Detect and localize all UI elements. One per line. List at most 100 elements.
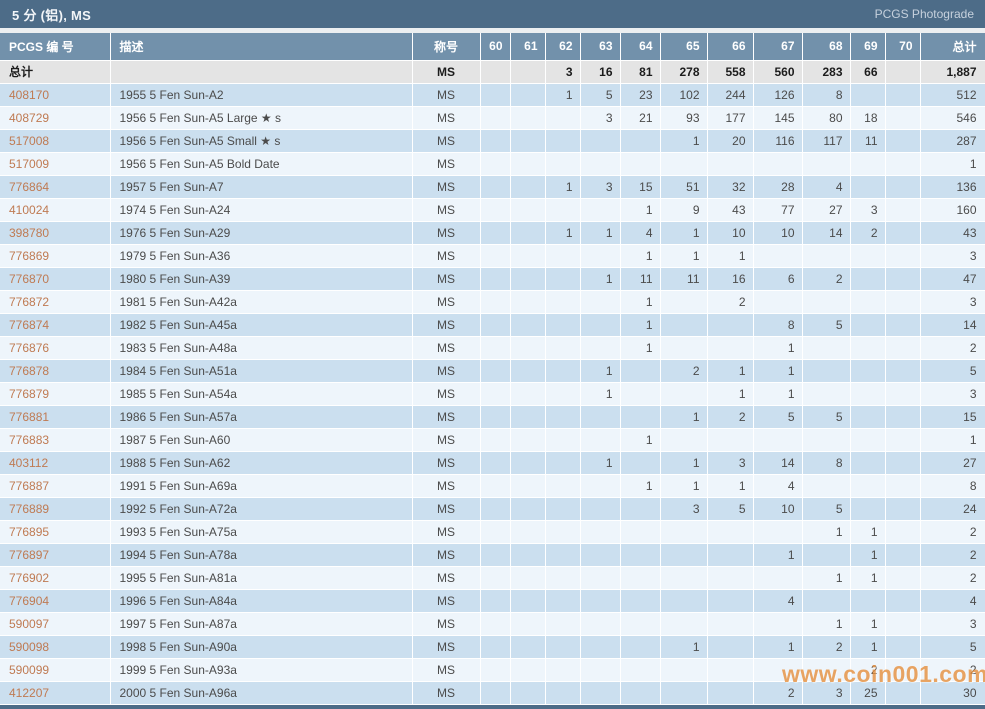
table-row: 776864 1957 5 Fen Sun-A7 MS 1 3 15 51 32 28 4 136 <box>0 175 985 199</box>
grade-count-68 <box>802 658 851 682</box>
pcgs-id-link[interactable]: 776872 <box>0 290 111 314</box>
grade-count-69 <box>850 83 886 107</box>
grade-count-66: 5 <box>707 497 754 521</box>
pcgs-id-link[interactable]: 398780 <box>0 221 111 245</box>
pcgs-id-link[interactable]: 776870 <box>0 267 111 291</box>
grade-count-61 <box>510 589 546 613</box>
grade-count-68: 2 <box>802 267 851 291</box>
grade-count-60 <box>480 221 511 245</box>
grade-count-60 <box>480 359 511 383</box>
grade-count-64: 1 <box>620 428 661 452</box>
grade-count-69: 2 <box>850 658 886 682</box>
pcgs-id-link[interactable]: 517008 <box>0 129 111 153</box>
coin-description: 1956 5 Fen Sun-A5 Small ★ s <box>110 129 413 153</box>
pcgs-id-link[interactable]: 776904 <box>0 589 111 613</box>
row-total: 47 <box>920 267 985 291</box>
grade-count-60 <box>480 658 511 682</box>
grade-count-60 <box>480 198 511 222</box>
grade-count-63 <box>580 290 621 314</box>
grade-count-61 <box>510 451 546 475</box>
pcgs-id-link[interactable]: 776879 <box>0 382 111 406</box>
grade-count-69: 1 <box>850 612 886 636</box>
grade-count-64: 21 <box>620 106 661 130</box>
grade-count-62 <box>545 520 581 544</box>
grade-count-63 <box>580 336 621 360</box>
pcgs-id-link[interactable]: 408170 <box>0 83 111 107</box>
totals-grade-64: 81 <box>620 60 661 84</box>
grade-count-69 <box>850 451 886 475</box>
pcgs-id-link[interactable]: 776889 <box>0 497 111 521</box>
grade-count-66: 2 <box>707 290 754 314</box>
pcgs-id-link[interactable]: 776874 <box>0 313 111 337</box>
grade-count-60 <box>480 612 511 636</box>
pcgs-id-link[interactable]: 590099 <box>0 658 111 682</box>
pcgs-id-link[interactable]: 776902 <box>0 566 111 590</box>
grade-count-65 <box>660 566 708 590</box>
grade-count-69 <box>850 336 886 360</box>
coin-description: 1994 5 Fen Sun-A78a <box>110 543 413 567</box>
table-row: 517008 1956 5 Fen Sun-A5 Small ★ s MS 1 20 11… <box>0 129 985 153</box>
pcgs-id-link[interactable]: 776897 <box>0 543 111 567</box>
grade-count-63 <box>580 635 621 659</box>
grade-count-66: 20 <box>707 129 754 153</box>
pcgs-id-link[interactable]: 776887 <box>0 474 111 498</box>
grade-count-60 <box>480 83 511 107</box>
grade-count-66 <box>707 543 754 567</box>
grade-count-64 <box>620 497 661 521</box>
designation: MS <box>412 635 481 659</box>
grade-count-61 <box>510 474 546 498</box>
grade-count-63: 5 <box>580 83 621 107</box>
grade-count-63: 3 <box>580 175 621 199</box>
column-header-66: 66 <box>707 33 754 61</box>
pcgs-id-link[interactable]: 590097 <box>0 612 111 636</box>
totals-grade-66: 558 <box>707 60 754 84</box>
pcgs-id-link[interactable]: 776883 <box>0 428 111 452</box>
grade-count-70 <box>885 405 921 429</box>
grade-count-69: 11 <box>850 129 886 153</box>
photograde-link[interactable]: PCGS Photograde <box>874 7 974 21</box>
grade-count-70 <box>885 428 921 452</box>
coin-description: 1996 5 Fen Sun-A84a <box>110 589 413 613</box>
pcgs-id-link[interactable]: 590098 <box>0 635 111 659</box>
pcgs-id-link[interactable]: 403112 <box>0 451 111 475</box>
table-row: 590098 1998 5 Fen Sun-A90a MS 1 1 2 1 5 <box>0 635 985 659</box>
grade-count-62 <box>545 681 581 705</box>
pcgs-id-link[interactable]: 776878 <box>0 359 111 383</box>
grade-count-63 <box>580 612 621 636</box>
pcgs-id-link[interactable]: 776869 <box>0 244 111 268</box>
pcgs-id-link[interactable]: 412207 <box>0 681 111 705</box>
grade-count-68: 8 <box>802 451 851 475</box>
table-row: 776876 1983 5 Fen Sun-A48a MS 1 1 2 <box>0 336 985 360</box>
grade-count-67: 14 <box>753 451 803 475</box>
coin-description: 1956 5 Fen Sun-A5 Large ★ s <box>110 106 413 130</box>
table-row: 776878 1984 5 Fen Sun-A51a MS 1 2 1 1 5 <box>0 359 985 383</box>
grade-count-68: 4 <box>802 175 851 199</box>
designation: MS <box>412 313 481 337</box>
grade-count-61 <box>510 198 546 222</box>
grade-count-60 <box>480 175 511 199</box>
grade-count-60 <box>480 681 511 705</box>
row-total: 5 <box>920 359 985 383</box>
grade-count-64: 1 <box>620 198 661 222</box>
row-total: 3 <box>920 290 985 314</box>
grade-count-66 <box>707 428 754 452</box>
grade-count-68: 27 <box>802 198 851 222</box>
pcgs-id-link[interactable]: 776864 <box>0 175 111 199</box>
pcgs-id-link[interactable]: 410024 <box>0 198 111 222</box>
totals-grade-67: 560 <box>753 60 803 84</box>
grade-count-66: 244 <box>707 83 754 107</box>
pcgs-id-link[interactable]: 776895 <box>0 520 111 544</box>
pcgs-id-link[interactable]: 776876 <box>0 336 111 360</box>
column-header-70: 70 <box>885 33 921 61</box>
grade-count-65 <box>660 336 708 360</box>
grade-count-66: 1 <box>707 382 754 406</box>
pcgs-id-link[interactable]: 408729 <box>0 106 111 130</box>
column-header-desc: 描述 <box>110 33 413 61</box>
pcgs-id-link[interactable]: 517009 <box>0 152 111 176</box>
pcgs-id-link[interactable]: 776881 <box>0 405 111 429</box>
grade-count-60 <box>480 474 511 498</box>
row-total: 2 <box>920 543 985 567</box>
totals-row: 总计 MS 3 16 81 278 558 560 283 66 1,887 <box>0 60 985 84</box>
grade-count-65: 9 <box>660 198 708 222</box>
